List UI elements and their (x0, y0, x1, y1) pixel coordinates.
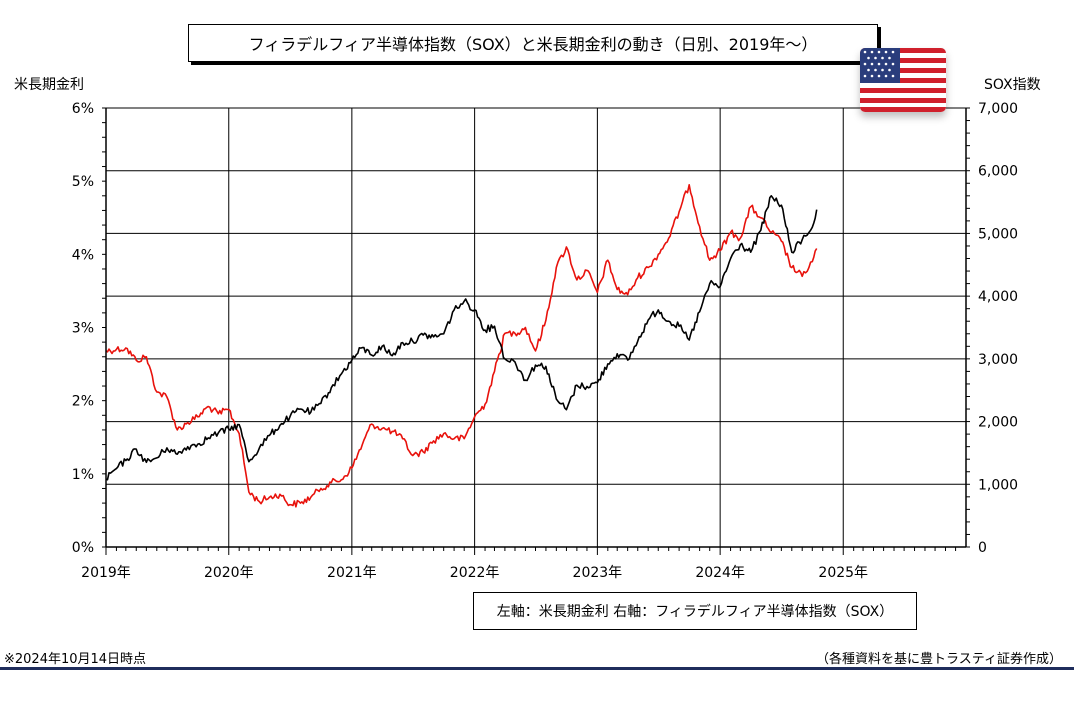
left-tick-label: 2% (72, 394, 94, 410)
left-axis-title: 米長期金利 (14, 77, 84, 93)
left-tick-label: 4% (72, 247, 94, 263)
left-tick-label: 3% (72, 321, 94, 337)
right-tick-label: 7,000 (978, 101, 1018, 117)
x-tick-label: 2019年 (81, 565, 131, 581)
series-layer (105, 184, 818, 508)
x-tick-label: 2023年 (573, 565, 623, 581)
as-of-note: ※2024年10月14日時点 (4, 652, 147, 667)
source-note: （各種資料を基に豊トラスティ証券作成） (816, 652, 1062, 667)
left-tick-label: 1% (72, 467, 94, 483)
right-tick-label: 2,000 (978, 415, 1018, 431)
right-tick-label: 5,000 (978, 226, 1018, 242)
right-axis-title: SOX指数 (984, 77, 1041, 93)
right-tick-label: 3,000 (978, 352, 1018, 368)
left-tick-label: 6% (72, 101, 94, 117)
series-line-us-10y-yield (105, 184, 818, 508)
gridlines (105, 107, 967, 547)
us-flag-icon (860, 48, 946, 112)
right-tick-label: 6,000 (978, 164, 1018, 180)
x-tick-label: 2020年 (204, 565, 254, 581)
series-line-sox-index (105, 195, 818, 481)
right-tick-label: 1,000 (978, 477, 1018, 493)
x-tick-label: 2024年 (695, 565, 745, 581)
axes: 0% 1% 2% 3% 4% 5% 6% 0 1,000 2,000 3,000 4,000 5,000… (72, 101, 1018, 581)
left-tick-label: 0% (72, 540, 94, 556)
legend: 左軸：米長期金利 右軸：フィラデルフィア半導体指数（SOX） (473, 592, 917, 630)
x-tick-label: 2022年 (450, 565, 500, 581)
bottom-rule (0, 667, 1074, 670)
x-tick-label: 2025年 (818, 565, 868, 581)
x-tick-label: 2021年 (327, 565, 377, 581)
right-tick-label: 0 (978, 540, 987, 556)
chart-title: フィラデルフィア半導体指数（SOX）と米長期金利の動き（日別、2019年～） (188, 24, 878, 62)
right-tick-label: 4,000 (978, 289, 1018, 305)
left-tick-label: 5% (72, 174, 94, 190)
